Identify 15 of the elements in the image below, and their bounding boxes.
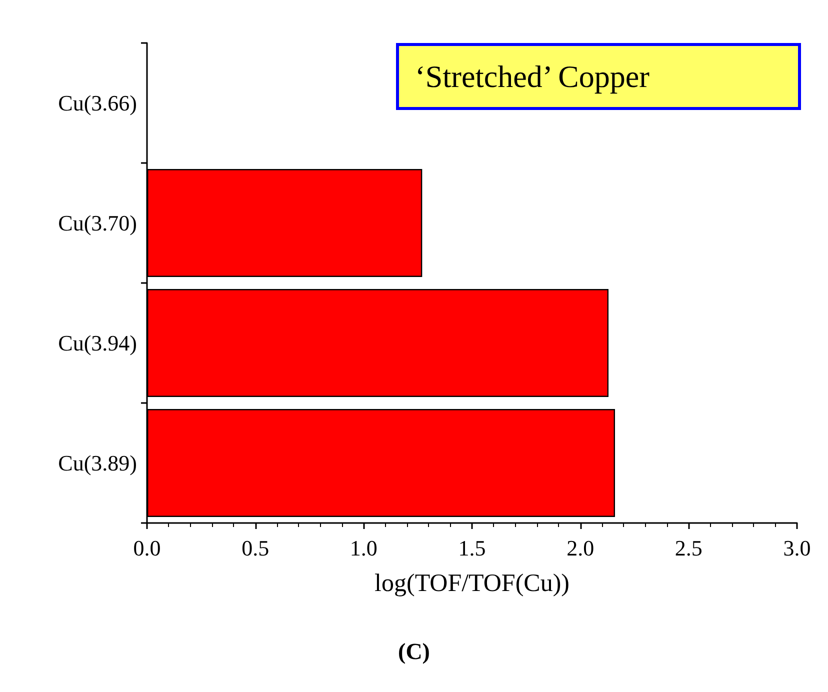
y-tick-label: Cu(3.70) xyxy=(58,210,137,236)
x-tick-label: 2.0 xyxy=(566,536,594,560)
x-axis-title: log(TOF/TOF(Cu)) xyxy=(374,570,570,597)
x-tick-label: 0.5 xyxy=(242,536,270,560)
label-box: ‘Stretched’ Copper xyxy=(396,43,801,110)
x-tick-label: 0.0 xyxy=(133,536,161,560)
y-tick-label: Cu(3.66) xyxy=(58,90,137,116)
x-tick-label: 3.0 xyxy=(783,536,811,560)
x-tick-label: 2.5 xyxy=(674,536,702,560)
x-tick-label: 1.5 xyxy=(458,536,486,560)
text: (C) xyxy=(398,639,430,664)
y-tick-label: Cu(3.89) xyxy=(58,450,137,476)
annotation: ‘Stretched’ Copper xyxy=(415,59,650,94)
y-tick-label: Cu(3.94) xyxy=(58,330,137,356)
x-tick-label: 1.0 xyxy=(350,536,378,560)
